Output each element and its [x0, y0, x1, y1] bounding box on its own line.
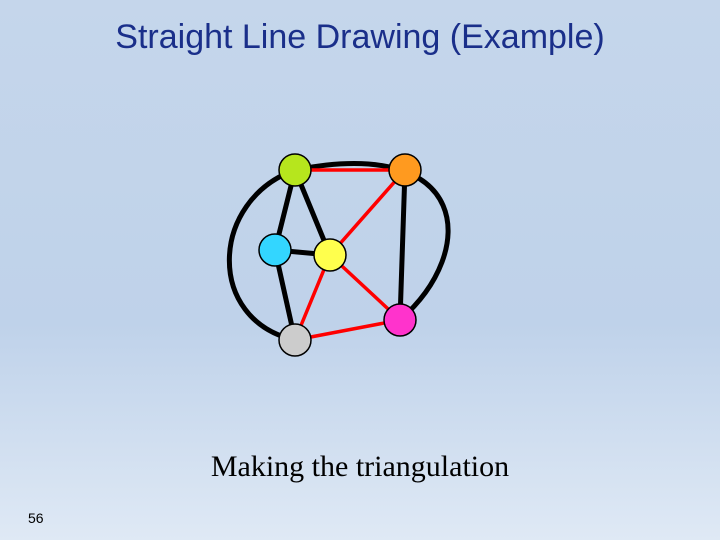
node-A [279, 154, 311, 186]
edge-A-E [295, 164, 448, 320]
node-B [389, 154, 421, 186]
node-C [259, 234, 291, 266]
node-F [279, 324, 311, 356]
page-number: 56 [28, 510, 44, 526]
slide: Straight Line Drawing (Example) Making t… [0, 0, 720, 540]
graph-diagram [200, 120, 500, 380]
slide-caption: Making the triangulation [0, 450, 720, 484]
graph-nodes [259, 154, 421, 356]
slide-title: Straight Line Drawing (Example) [0, 18, 720, 57]
node-D [314, 239, 346, 271]
node-E [384, 304, 416, 336]
edge-B-E [400, 170, 405, 320]
edge-B-D [330, 170, 405, 255]
